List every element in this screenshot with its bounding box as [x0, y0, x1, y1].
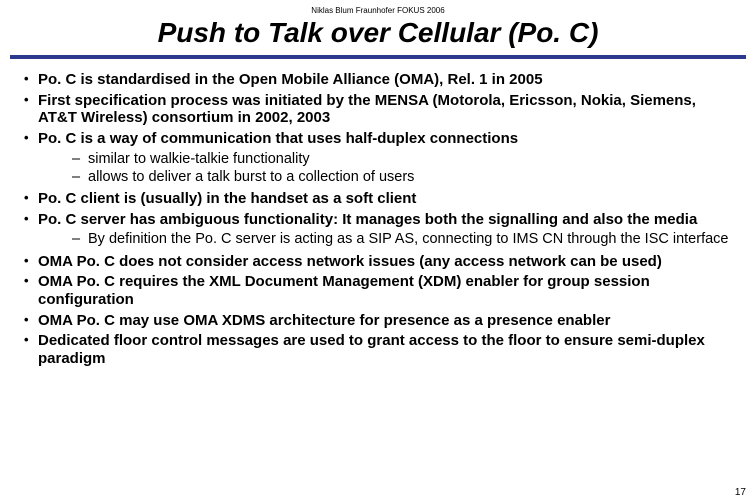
bullet-text: First specification process was initiate…: [38, 92, 696, 127]
bullet-text: OMA Po. C requires the XML Document Mana…: [38, 273, 650, 308]
bullet-text: Po. C client is (usually) in the handset…: [38, 190, 416, 207]
sub-list-item: By definition the Po. C server is acting…: [68, 230, 736, 248]
sub-bullet-text: allows to deliver a talk burst to a coll…: [88, 169, 414, 185]
sub-bullet-text: By definition the Po. C server is acting…: [88, 231, 728, 247]
slide-content: Po. C is standardised in the Open Mobile…: [0, 71, 756, 368]
list-item: First specification process was initiate…: [20, 92, 736, 127]
page-number: 17: [735, 487, 746, 498]
list-item: Po. C client is (usually) in the handset…: [20, 190, 736, 208]
sub-list-item: similar to walkie-talkie functionality: [68, 150, 736, 168]
header-small-text: Niklas Blum Fraunhofer FOKUS 2006: [0, 0, 756, 15]
list-item: OMA Po. C does not consider access netwo…: [20, 253, 736, 271]
list-item: Dedicated floor control messages are use…: [20, 332, 736, 367]
bullet-text: OMA Po. C may use OMA XDMS architecture …: [38, 312, 610, 329]
bullet-text: Po. C server has ambiguous functionality…: [38, 211, 697, 228]
bullet-text: Po. C is a way of communication that use…: [38, 130, 518, 147]
list-item: Po. C server has ambiguous functionality…: [20, 211, 736, 249]
sub-list-item: allows to deliver a talk burst to a coll…: [68, 168, 736, 186]
slide: Niklas Blum Fraunhofer FOKUS 2006 Push t…: [0, 0, 756, 504]
bullet-list: Po. C is standardised in the Open Mobile…: [20, 71, 736, 368]
bullet-text: Dedicated floor control messages are use…: [38, 332, 705, 367]
list-item: Po. C is standardised in the Open Mobile…: [20, 71, 736, 89]
sub-bullet-text: similar to walkie-talkie functionality: [88, 151, 310, 167]
sub-bullet-list: similar to walkie-talkie functionality a…: [38, 150, 736, 186]
bullet-text: OMA Po. C does not consider access netwo…: [38, 253, 662, 270]
list-item: OMA Po. C may use OMA XDMS architecture …: [20, 312, 736, 330]
sub-bullet-list: By definition the Po. C server is acting…: [38, 230, 736, 248]
list-item: OMA Po. C requires the XML Document Mana…: [20, 273, 736, 308]
slide-title: Push to Talk over Cellular (Po. C): [0, 17, 756, 49]
list-item: Po. C is a way of communication that use…: [20, 130, 736, 186]
bullet-text: Po. C is standardised in the Open Mobile…: [38, 71, 543, 88]
title-rule: [10, 55, 746, 59]
